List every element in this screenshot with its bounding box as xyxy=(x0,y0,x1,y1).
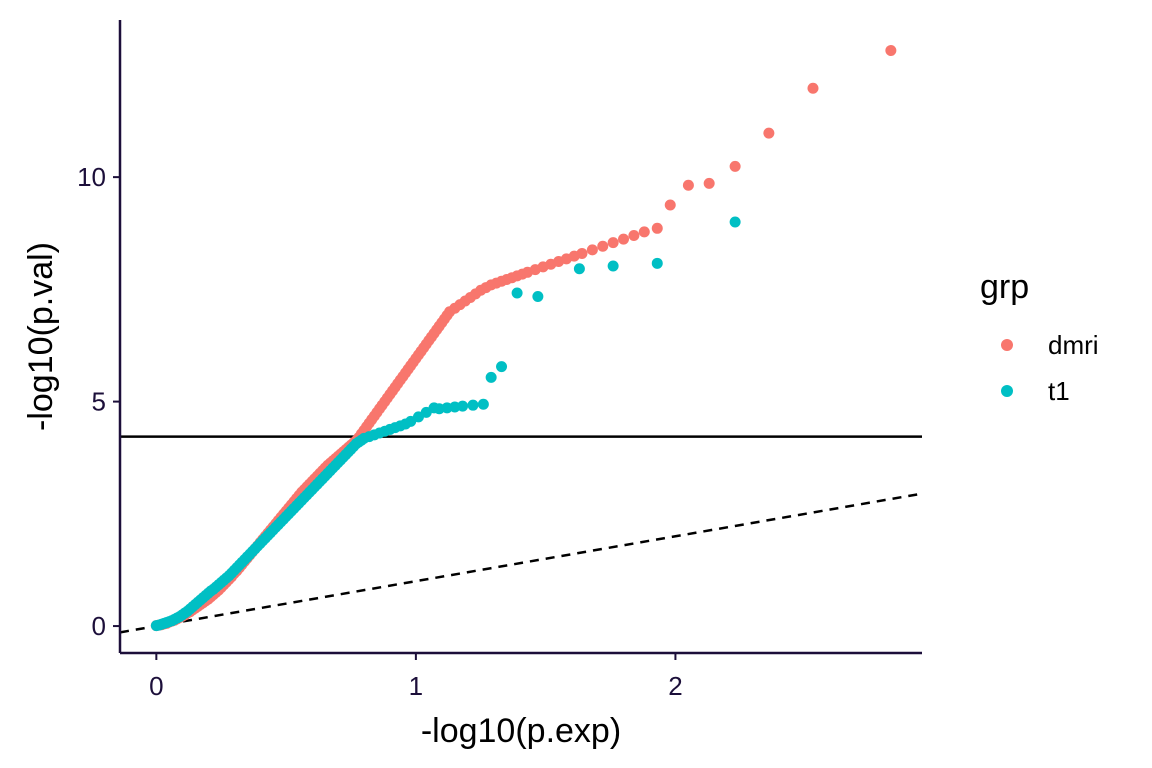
chart-marks xyxy=(120,45,922,634)
data-point-dmri xyxy=(729,160,741,172)
y-tick-label: 10 xyxy=(77,162,106,192)
data-point-dmri xyxy=(607,237,619,249)
data-point-dmri xyxy=(682,179,694,191)
data-point-t1 xyxy=(607,260,619,272)
data-point-t1 xyxy=(477,398,489,410)
x-tick-label: 1 xyxy=(409,671,423,701)
data-point-t1 xyxy=(511,287,523,299)
chart-labels: -log10(p.exp) -log10(p.val) xyxy=(22,242,621,750)
data-point-dmri xyxy=(628,229,640,241)
data-point-t1 xyxy=(729,216,741,228)
data-point-dmri xyxy=(618,233,630,245)
data-point-t1 xyxy=(485,371,497,383)
legend-key-dmri xyxy=(1001,339,1013,351)
data-point-dmri xyxy=(664,199,676,211)
data-point-t1 xyxy=(496,361,508,373)
data-point-t1 xyxy=(467,399,479,411)
data-point-t1 xyxy=(457,400,469,412)
data-point-dmri xyxy=(807,82,819,94)
data-point-dmri xyxy=(597,240,609,252)
legend: grp dmri t1 xyxy=(980,268,1099,406)
legend-title: grp xyxy=(980,268,1029,306)
legend-label-dmri: dmri xyxy=(1048,330,1099,360)
data-point-dmri xyxy=(703,177,715,189)
data-point-t1 xyxy=(532,291,544,303)
chart-axes: 0 1 2 0 5 10 xyxy=(77,20,922,701)
y-axis-title: -log10(p.val) xyxy=(22,242,60,431)
x-tick-label: 2 xyxy=(668,671,682,701)
x-axis-title: -log10(p.exp) xyxy=(421,712,621,750)
identity-reference-line xyxy=(120,492,922,634)
data-point-t1 xyxy=(573,263,585,275)
data-point-dmri xyxy=(651,222,663,234)
data-point-t1 xyxy=(651,257,663,269)
data-point-dmri xyxy=(586,244,598,256)
legend-key-t1 xyxy=(1001,385,1013,397)
y-tick-label: 5 xyxy=(92,387,106,417)
y-tick-label: 0 xyxy=(92,611,106,641)
data-point-dmri xyxy=(638,226,650,238)
legend-label-t1: t1 xyxy=(1048,376,1070,406)
data-point-dmri xyxy=(885,45,897,57)
data-point-dmri xyxy=(763,127,775,139)
data-point-dmri xyxy=(576,247,588,259)
x-tick-label: 0 xyxy=(149,671,163,701)
